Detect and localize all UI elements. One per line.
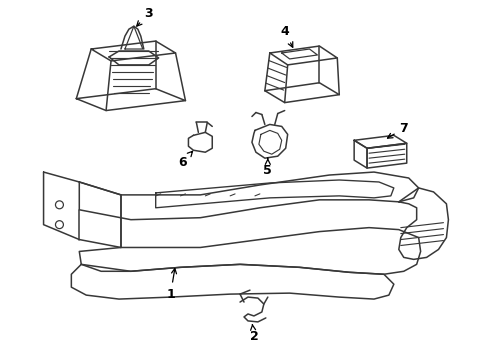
Text: 2: 2 — [249, 324, 258, 343]
Text: 6: 6 — [178, 151, 193, 168]
Text: 5: 5 — [264, 158, 272, 176]
Text: 4: 4 — [280, 24, 293, 47]
Text: 1: 1 — [166, 269, 176, 301]
Text: 3: 3 — [137, 7, 153, 26]
Text: 7: 7 — [388, 122, 408, 138]
